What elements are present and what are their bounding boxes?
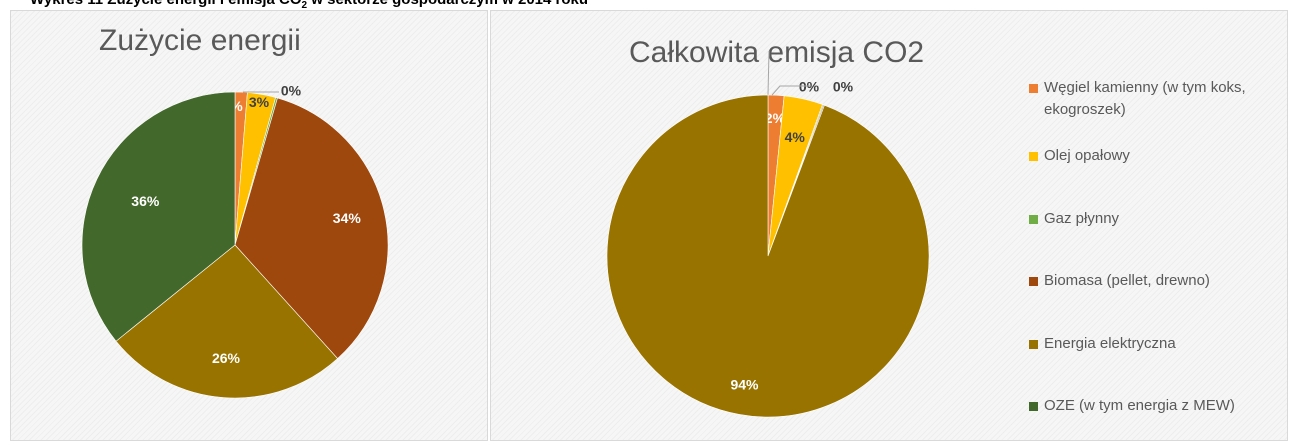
emission-data-label-3: 0% [833,79,854,95]
legend-label: Węgiel kamienny (w tym koks, ekogroszek) [1044,79,1246,118]
energy-pie-slice-3 [234,97,389,359]
legend-swatch [1029,340,1038,349]
emission-pie-slice-4 [606,94,930,418]
legend-label: Olej opałowy [1044,147,1130,164]
energy-pie-slice-4 [115,244,338,399]
energy-data-label-5: 36% [131,193,160,209]
energy-chart-panel: Zużycie energii 1%3%0%34%26%36% [10,10,488,441]
figure-caption: Wykres 11 Zużycie energii i emisja CO2 w… [30,0,588,11]
emission-data-label-1: 4% [785,129,806,145]
legend-item-biomasa: Biomasa (pellet, drewno) [1029,270,1289,292]
energy-data-label-2: 0% [281,83,302,99]
caption-subscript: 2 [301,0,308,11]
legend-item-energia: Energia elektryczna [1029,333,1289,355]
emission-data-label-2: 0% [799,79,820,95]
legend-swatch [1029,152,1038,161]
emission-data-label-0: 2% [765,110,786,126]
energy-pie-chart: 1%3%0%34%26%36% [81,83,389,399]
legend-swatch [1029,84,1038,93]
emission-leader-line-2 [767,50,770,96]
legend-label: Biomasa (pellet, drewno) [1044,272,1210,289]
legend-label: Energia elektryczna [1044,335,1176,352]
legend-item-olej: Olej opałowy [1029,145,1289,167]
legend-swatch [1029,402,1038,411]
energy-chart-title: Zużycie energii [99,24,301,57]
emission-chart-panel: Całkowita emisja CO2 2% 4% 0% 0% 94% Węgiel … [490,10,1288,441]
legend-label: Gaz płynny [1044,210,1120,227]
emission-pie-chart: 2% 4% 0% 0% 94% [606,50,930,418]
legend-label: OZE (w tym energia z MEW) [1044,397,1235,414]
legend-item-gaz: Gaz płynny [1029,208,1289,230]
legend-swatch [1029,277,1038,286]
energy-data-label-4: 26% [212,350,241,366]
energy-pie-slice-5 [81,91,236,342]
caption-prefix: Wykres 11 Zużycie energii i emisja CO [30,0,302,8]
energy-data-label-1: 3% [249,94,270,110]
caption-suffix: w sektorze gospodarczym w 2014 roku [307,0,588,8]
legend-item-oze: OZE (w tym energia z MEW) [1029,395,1289,417]
emission-chart-title: Całkowita emisja CO2 [629,36,925,69]
energy-data-label-3: 34% [333,210,362,226]
emission-leader-line-3 [771,85,811,96]
legend-item-wegiel: Węgiel kamienny (w tym koks, ekogroszek) [1029,77,1289,121]
legend-swatch [1029,215,1038,224]
emission-data-label-4: 94% [730,377,759,393]
